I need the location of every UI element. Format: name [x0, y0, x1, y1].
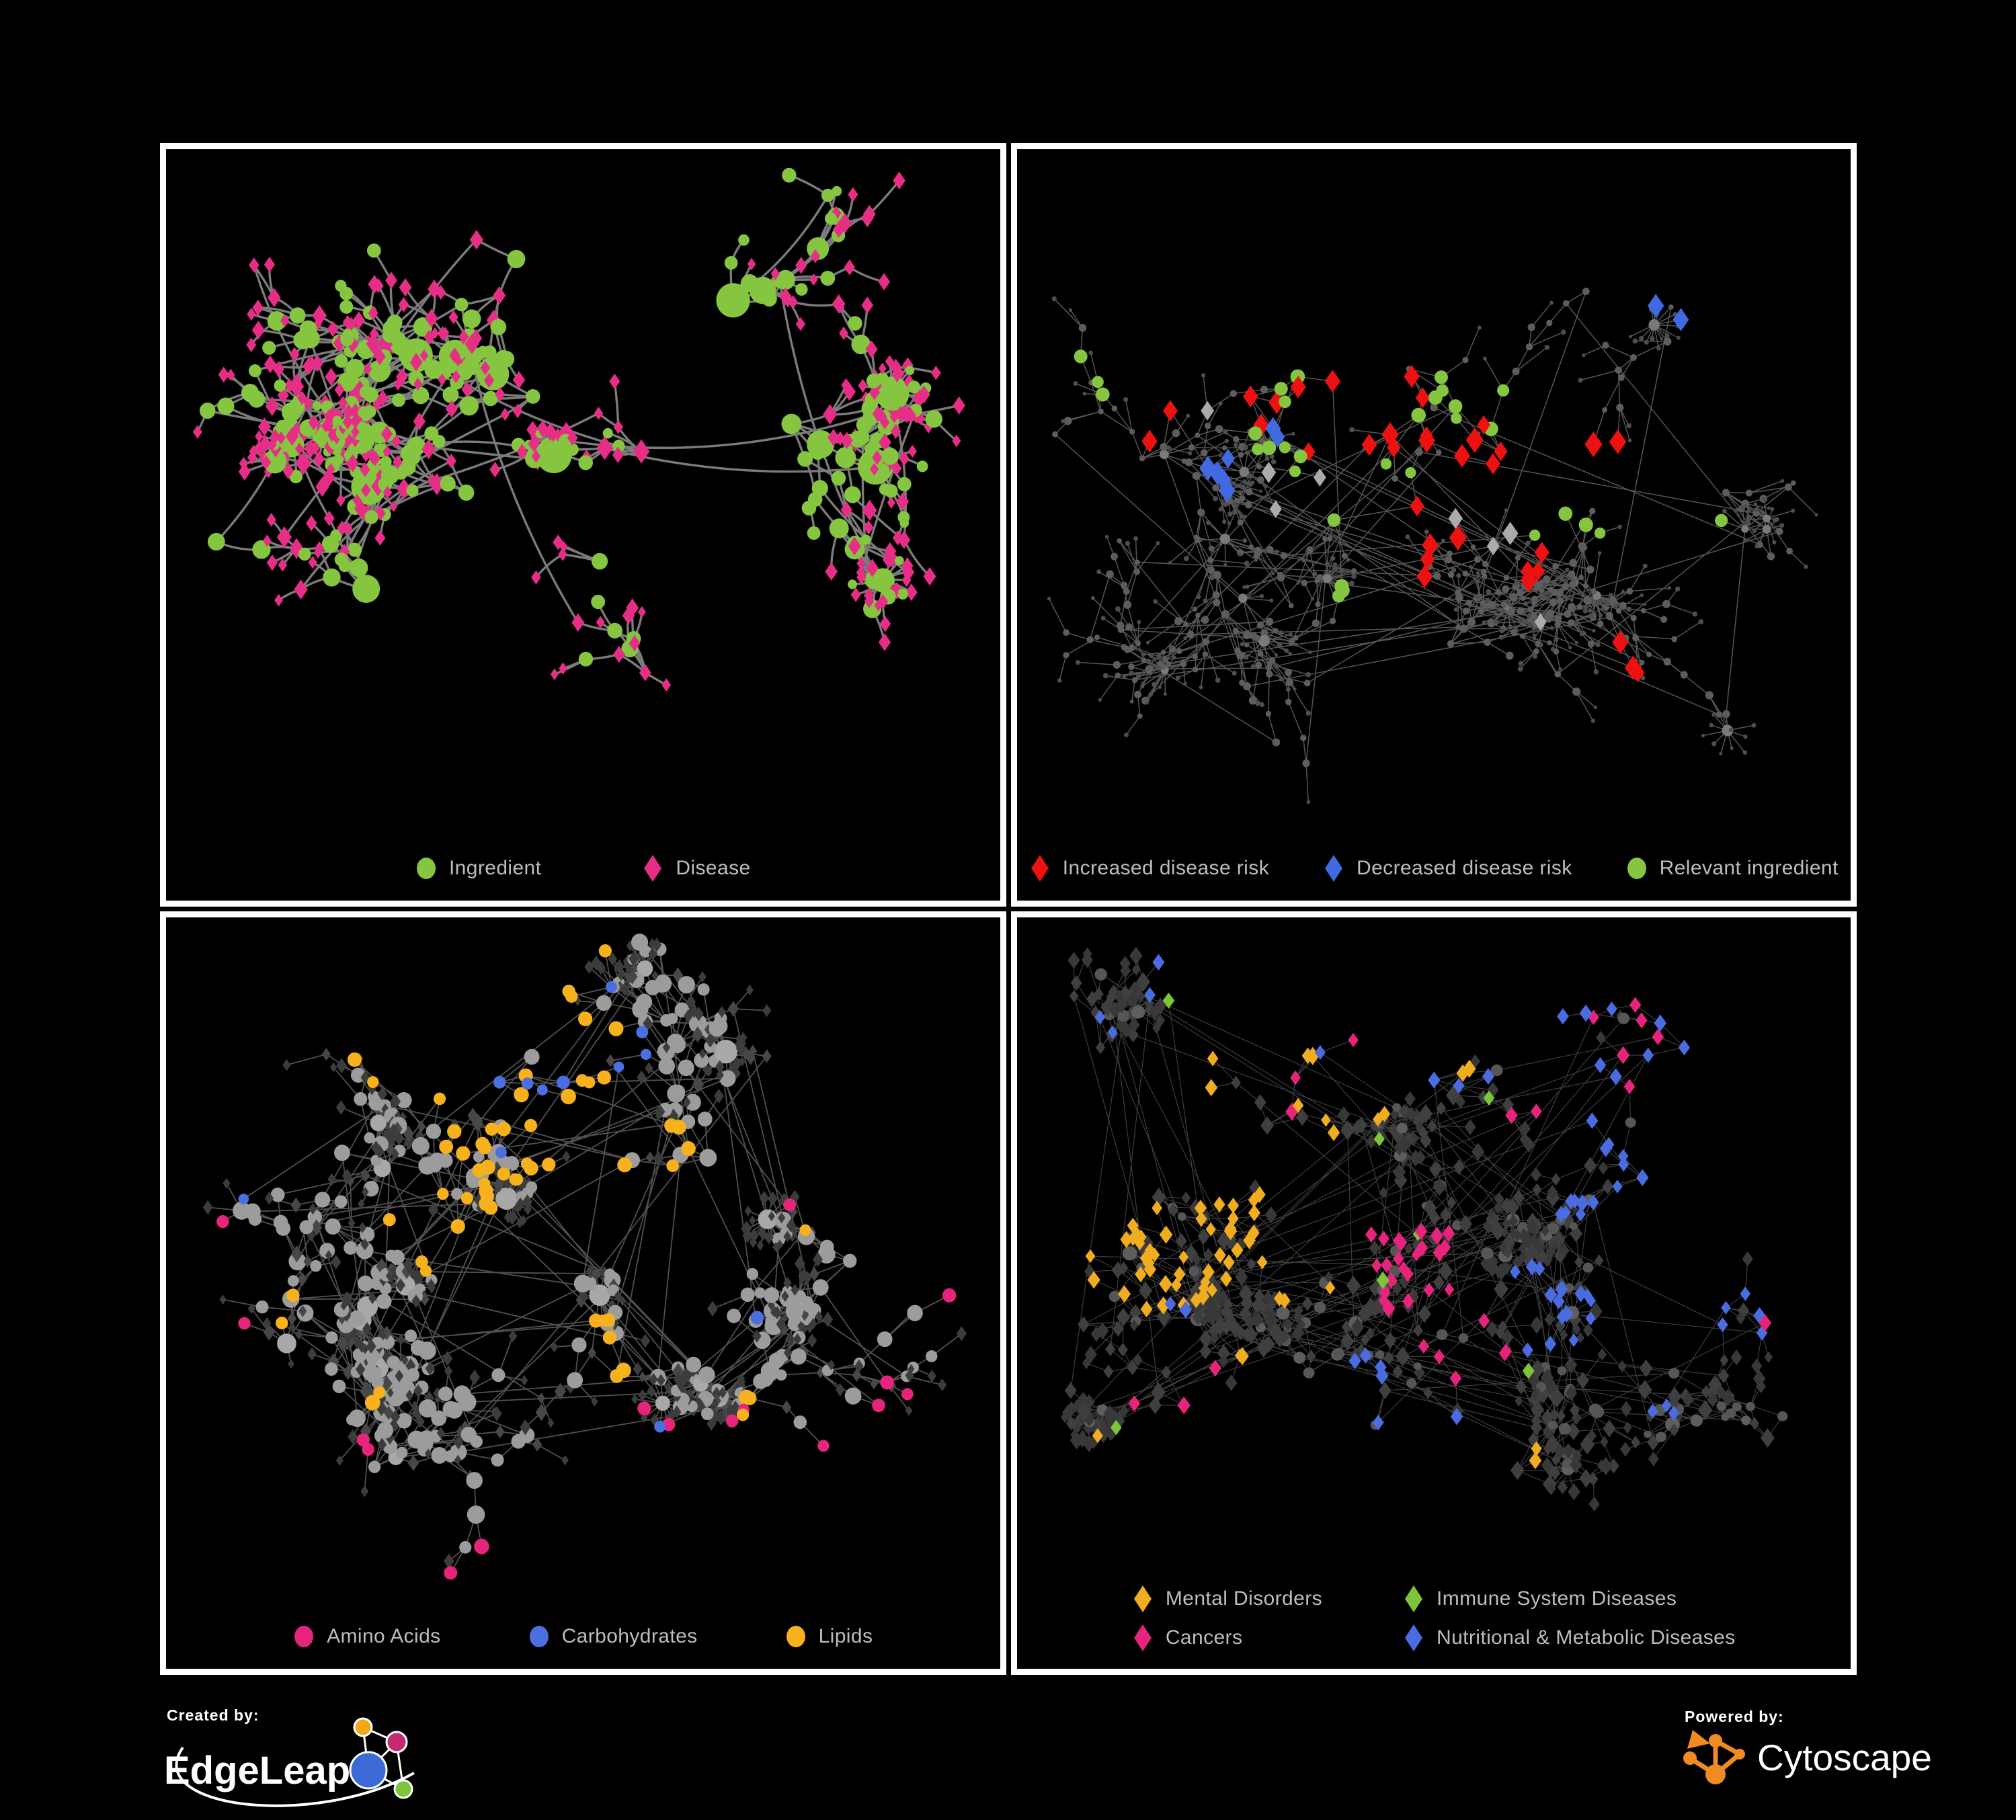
legend-ingredient-disease: Ingredient Disease	[166, 836, 1000, 901]
legend-item: Mental Disorders	[1132, 1584, 1322, 1614]
legend-label: Increased disease risk	[1063, 857, 1269, 880]
edgeleap-network-icon	[350, 1719, 412, 1798]
legend-label: Amino Acids	[327, 1625, 440, 1648]
legend-nutrient-classes: Amino Acids Carbohydrates Lipids	[166, 1604, 1000, 1669]
relevant-ingredient-circle-icon	[1626, 854, 1648, 883]
disease-categories-network	[1017, 917, 1851, 1568]
decreased-risk-diamond-icon	[1323, 854, 1344, 883]
legend-item: Ingredient	[415, 854, 541, 883]
legend-label: Decreased disease risk	[1357, 857, 1572, 880]
panel-nutrient-classes: Amino Acids Carbohydrates Lipids	[160, 911, 1006, 1675]
disease-risk-network	[1017, 149, 1851, 836]
amino-acids-circle-icon	[293, 1622, 315, 1651]
legend-item: Amino Acids	[293, 1622, 440, 1651]
legend-item: Carbohydrates	[528, 1622, 698, 1651]
ingredient-disease-network	[166, 149, 1000, 836]
edgeleap-logo: Created by: EdgeLeap	[160, 1706, 449, 1817]
panel-ingredient-disease: Ingredient Disease	[160, 143, 1006, 907]
legend-disease-risk: Increased disease risk Decreased disease…	[1017, 836, 1851, 901]
carbohydrates-circle-icon	[528, 1622, 550, 1651]
lipids-circle-icon	[785, 1622, 807, 1651]
disease-diamond-icon	[642, 854, 663, 883]
cytoscape-brand-text: Cytoscape	[1757, 1737, 1932, 1778]
nutritional-metabolic-diamond-icon	[1403, 1623, 1424, 1653]
cytoscape-logo: Powered by: Cytoscape	[1675, 1708, 1984, 1796]
panel-disease-risk: Increased disease risk Decreased disease…	[1011, 143, 1857, 907]
legend-item: Cancers	[1132, 1623, 1322, 1653]
legend-item: Lipids	[785, 1622, 873, 1651]
legend-label: Nutritional & Metabolic Diseases	[1437, 1626, 1736, 1649]
legend-label: Disease	[676, 857, 750, 880]
legend-label: Lipids	[819, 1625, 873, 1648]
immune-diseases-diamond-icon	[1403, 1584, 1424, 1614]
legend-label: Mental Disorders	[1166, 1587, 1322, 1610]
legend-label: Cancers	[1166, 1626, 1243, 1649]
panel-disease-categories: Mental Disorders Immune System Diseases …	[1011, 911, 1857, 1675]
legend-item: Relevant ingredient	[1626, 854, 1839, 883]
cancers-diamond-icon	[1132, 1623, 1154, 1653]
legend-item: Decreased disease risk	[1323, 854, 1572, 883]
legend-label: Carbohydrates	[562, 1625, 698, 1648]
cytoscape-network-icon	[1683, 1730, 1745, 1784]
legend-item: Disease	[642, 854, 750, 883]
legend-label: Relevant ingredient	[1660, 857, 1839, 880]
increased-risk-diamond-icon	[1029, 854, 1051, 883]
edgeleap-brand-text: EdgeLeap	[164, 1749, 350, 1792]
mental-disorders-diamond-icon	[1132, 1584, 1154, 1614]
legend-item: Nutritional & Metabolic Diseases	[1403, 1623, 1736, 1653]
ingredient-circle-icon	[415, 854, 437, 883]
powered-by-block: Powered by: Cytoscape	[1675, 1708, 1984, 1799]
nutrient-classes-network	[166, 917, 1000, 1604]
powered-by-label: Powered by:	[1685, 1708, 1784, 1725]
legend-disease-categories: Mental Disorders Immune System Diseases …	[1017, 1568, 1851, 1669]
legend-label: Immune System Diseases	[1437, 1587, 1677, 1610]
legend-item: Increased disease risk	[1029, 854, 1269, 883]
legend-label: Ingredient	[449, 857, 541, 880]
created-by-block: Created by: EdgeLeap	[160, 1706, 449, 1820]
panels-grid: Ingredient Disease Increased disease ris…	[160, 143, 1857, 1675]
legend-item: Immune System Diseases	[1403, 1584, 1736, 1614]
created-by-label: Created by:	[167, 1706, 259, 1724]
